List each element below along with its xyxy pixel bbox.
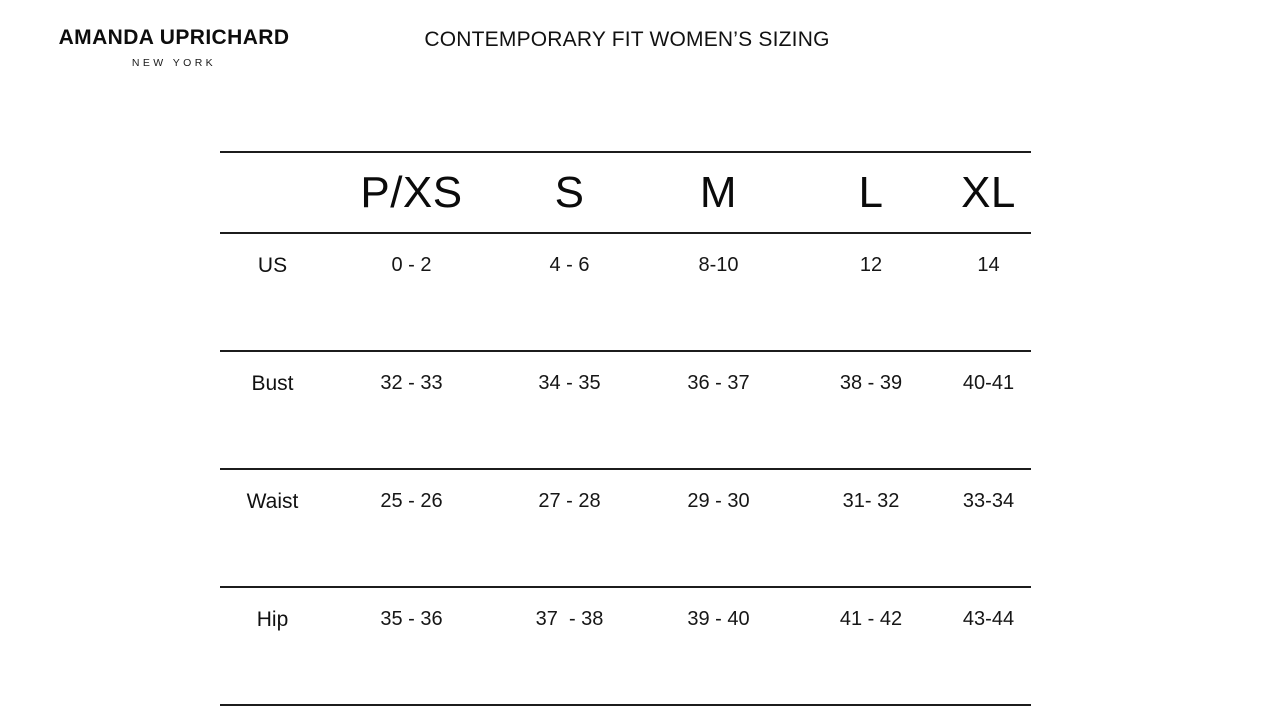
cell-waist-xl: 33-34	[962, 490, 1015, 512]
row-label-hip: Hip	[256, 608, 289, 631]
cell-hip-m: 39 - 40	[687, 608, 750, 630]
column-header-l: L	[858, 167, 884, 217]
column-header-pxs: P/XS	[360, 167, 463, 217]
column-header-m: M	[699, 167, 738, 217]
cell-bust-s: 34 - 35	[538, 372, 601, 394]
table-rule-under-bust	[220, 468, 1031, 470]
column-header-xl: XL	[961, 167, 1016, 217]
table-rule-bottom	[220, 704, 1031, 706]
cell-waist-m: 29 - 30	[687, 490, 750, 512]
cell-hip-xl: 43-44	[962, 608, 1015, 630]
cell-hip-l: 41 - 42	[839, 608, 903, 630]
cell-bust-pxs: 32 - 33	[380, 372, 443, 394]
table-rule-top	[220, 151, 1031, 153]
cell-waist-s: 27 - 28	[538, 490, 601, 512]
brand-name: AMANDA UPRICHARD	[58, 26, 290, 49]
cell-bust-xl: 40-41	[962, 372, 1015, 394]
cell-us-pxs: 0 - 2	[391, 254, 432, 276]
table-row: Hip 35 - 36 37 - 38 39 - 40 41 - 42 43-4…	[220, 588, 1031, 704]
brand-logo: AMANDA UPRICHARD NEW YORK	[24, 26, 324, 69]
brand-city: NEW YORK	[131, 57, 217, 70]
cell-us-xl: 14	[977, 254, 1000, 276]
table-header-row: P/XS S M L XL	[220, 153, 1031, 232]
page-title: CONTEMPORARY FIT WOMEN’S SIZING	[424, 28, 830, 51]
table-row: Waist 25 - 26 27 - 28 29 - 30 31- 32 33-…	[220, 470, 1031, 586]
table-row: Bust 32 - 33 34 - 35 36 - 37 38 - 39 40-…	[220, 352, 1031, 468]
row-label-waist: Waist	[246, 490, 299, 513]
sizing-table: P/XS S M L XL US 0 - 2 4 - 6 8-10 12 14 …	[220, 151, 1031, 706]
column-header-s: S	[554, 167, 585, 217]
row-label-bust: Bust	[251, 372, 294, 395]
cell-us-m: 8-10	[698, 254, 739, 276]
table-row: US 0 - 2 4 - 6 8-10 12 14	[220, 234, 1031, 350]
table-rule-under-header	[220, 232, 1031, 234]
cell-us-l: 12	[859, 254, 883, 276]
cell-hip-pxs: 35 - 36	[380, 608, 443, 630]
table-rule-under-waist	[220, 586, 1031, 588]
cell-hip-s: 37 - 38	[535, 608, 604, 630]
row-label-us: US	[257, 254, 288, 277]
cell-us-s: 4 - 6	[549, 254, 590, 276]
table-rule-under-us	[220, 350, 1031, 352]
cell-bust-l: 38 - 39	[839, 372, 903, 394]
cell-waist-pxs: 25 - 26	[380, 490, 443, 512]
cell-waist-l: 31- 32	[842, 490, 900, 512]
cell-bust-m: 36 - 37	[687, 372, 750, 394]
